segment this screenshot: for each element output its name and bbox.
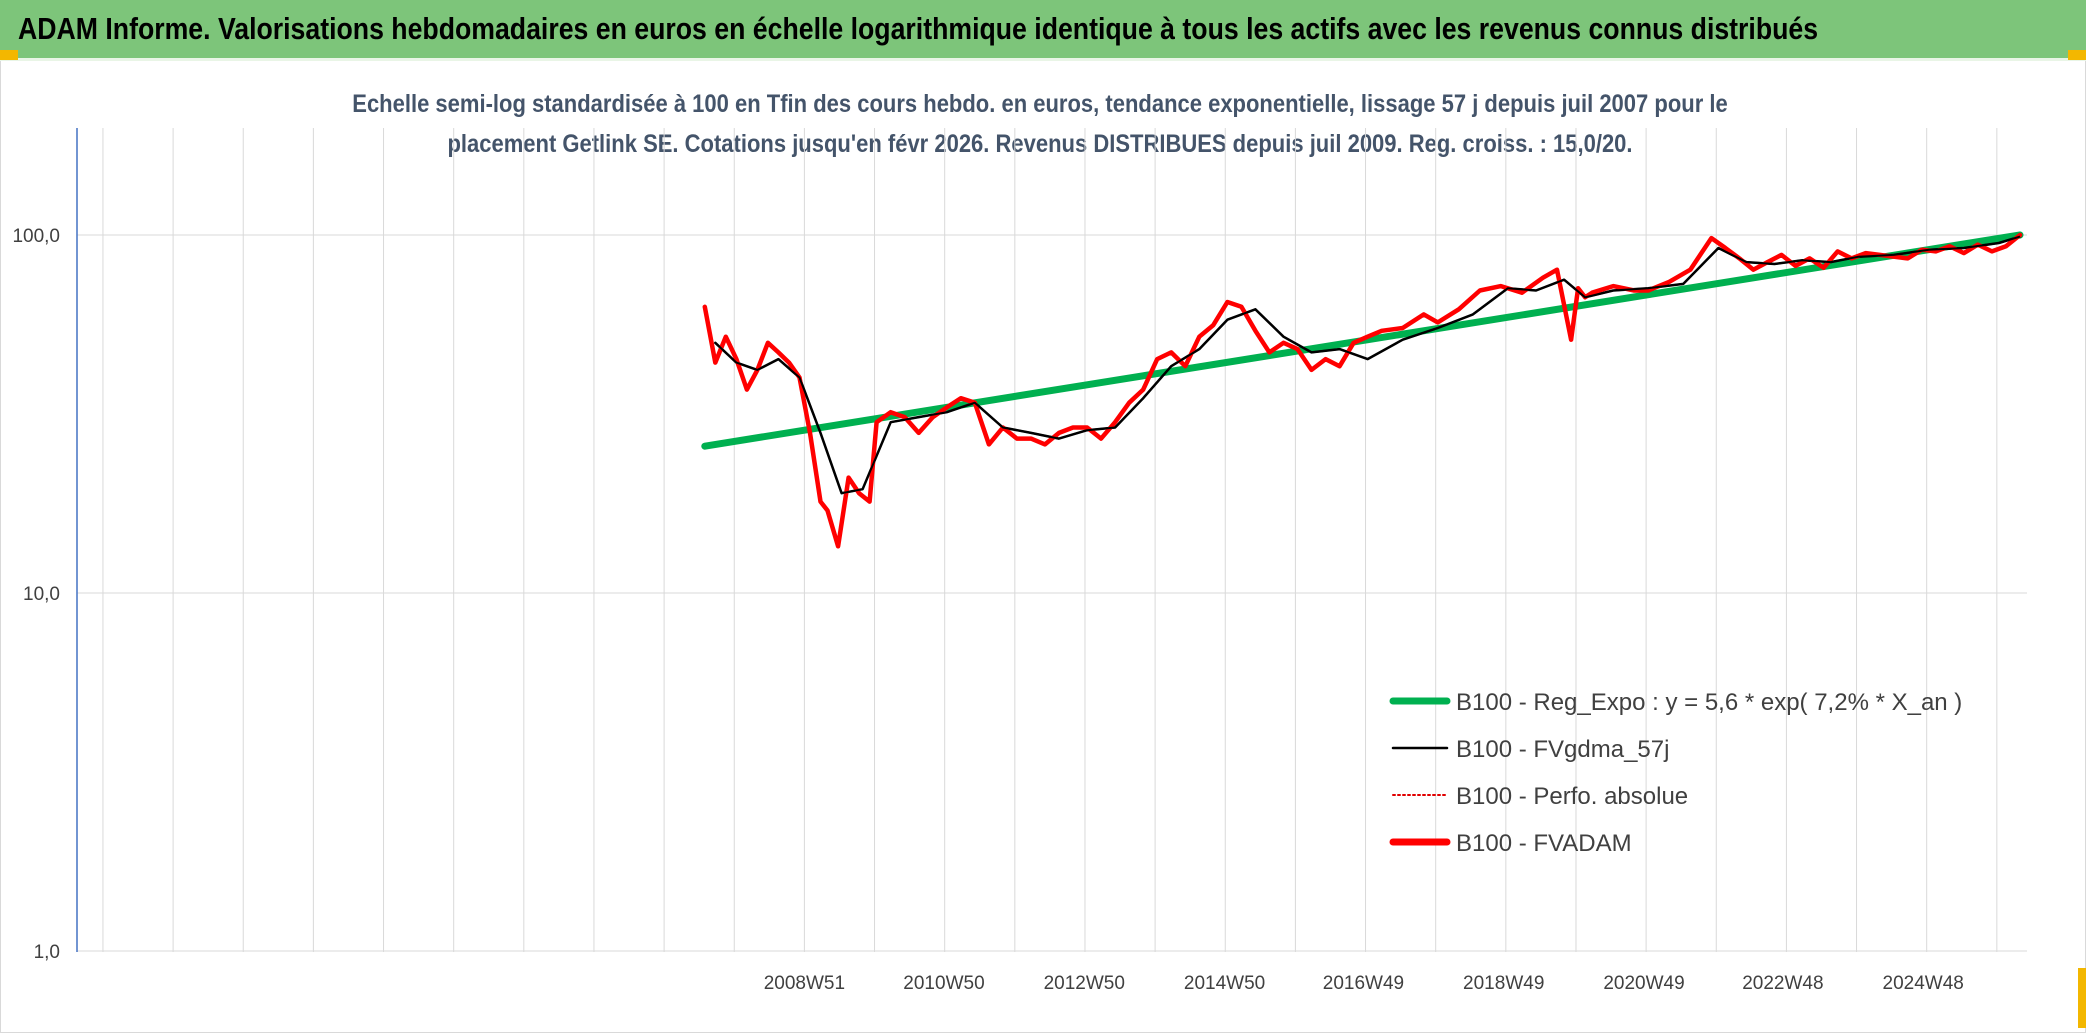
x-tick-label: 2012W50 — [1044, 973, 1125, 994]
x-tick-label: 2024W48 — [1883, 973, 1964, 994]
x-tick-label: 2010W50 — [903, 973, 984, 994]
x-tick-label: 2008W51 — [764, 973, 845, 994]
chart-title-line-1: Echelle semi-log standardisée à 100 en T… — [352, 90, 1728, 118]
chart-title: Echelle semi-log standardisée à 100 en T… — [327, 84, 1753, 164]
x-tick-label: 2014W50 — [1184, 973, 1265, 994]
y-tick-label: 10,0 — [23, 584, 60, 605]
corner-marker-bottom-right — [2078, 968, 2086, 1028]
x-tick-label: 2018W49 — [1463, 973, 1544, 994]
y-tick-label: 100,0 — [12, 226, 60, 247]
legend-label: B100 - FVgdma_57j — [1456, 736, 1669, 763]
series-line-2 — [714, 235, 2022, 495]
legend-label: B100 - Perfo. absolue — [1456, 783, 1688, 810]
corner-marker-top-left — [0, 50, 18, 60]
x-tick-label: 2022W48 — [1742, 973, 1823, 994]
series-line-4 — [702, 232, 2023, 549]
y-tick-label: 1,0 — [34, 942, 60, 963]
x-tick-label: 2020W49 — [1603, 973, 1684, 994]
legend-label: B100 - Reg_Expo : y = 5,6 * exp( 7,2% * … — [1456, 689, 1962, 716]
chart-title-line-2: placement Getlink SE. Cotations jusqu'en… — [447, 130, 1633, 158]
legend-label: B100 - FVADAM — [1456, 830, 1632, 857]
series-line-2-overlay — [714, 235, 2021, 495]
title-banner: ADAM Informe. Valorisations hebdomadaire… — [0, 0, 2086, 61]
x-tick-label: 2016W49 — [1323, 973, 1404, 994]
corner-marker-top-right — [2068, 50, 2086, 60]
report-title: ADAM Informe. Valorisations hebdomadaire… — [18, 11, 1819, 46]
